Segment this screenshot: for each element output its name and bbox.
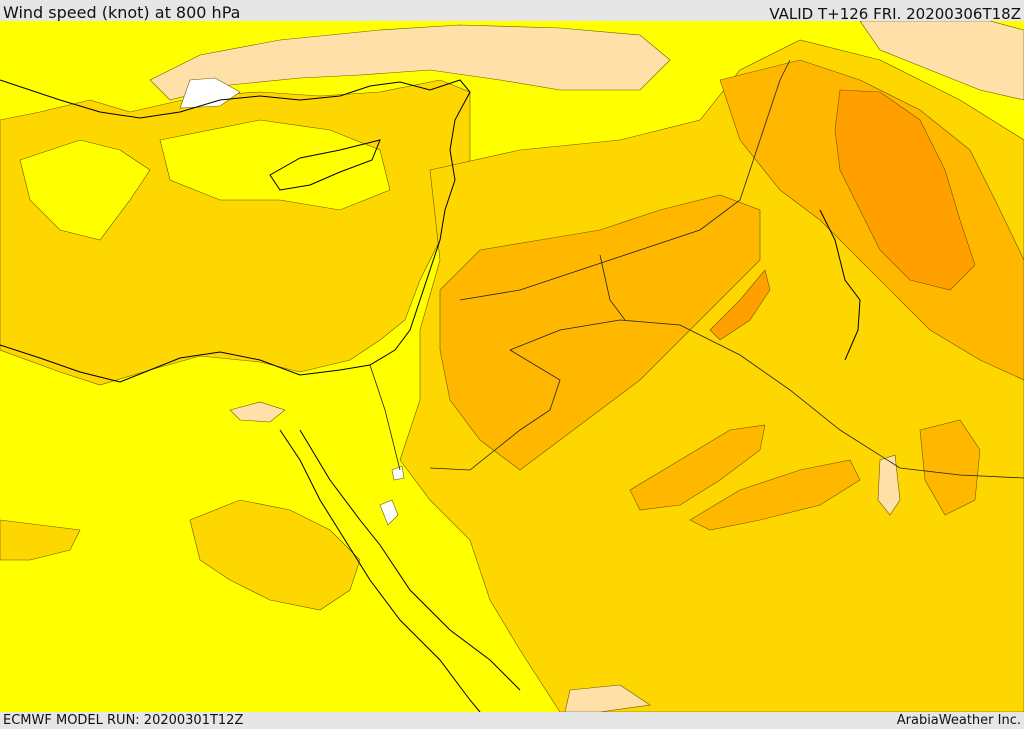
coastline-mediterranean-north [0, 79, 471, 383]
band-high-gulf-patch [919, 419, 981, 516]
band-calm-anatolia [149, 24, 671, 101]
band-mid-libya [0, 519, 81, 561]
coastline-cyprus [269, 139, 381, 191]
credit-label: ArabiaWeather Inc. [896, 713, 1021, 728]
model-run-label: ECMWF MODEL RUN: 20200301T12Z [3, 713, 244, 728]
valid-time: VALID T+126 FRI. 20200306T18Z [769, 5, 1021, 23]
border-iraq-saudi [509, 319, 1024, 479]
band-none-red-sea [379, 499, 399, 526]
band-calm-sinai [229, 401, 286, 423]
wind-speed-map [0, 21, 1024, 712]
band-mid-egypt [189, 499, 361, 611]
border-jordan [429, 254, 626, 471]
border-syria-iraq [459, 59, 791, 301]
map-footer: ECMWF MODEL RUN: 20200301T12Z ArabiaWeat… [0, 712, 1024, 729]
band-low-aegean-patch [19, 139, 151, 241]
band-high-saudi-streak-1 [629, 424, 766, 511]
band-none-jordan [391, 465, 405, 481]
band-none-anatolia [179, 77, 241, 109]
border-egypt [369, 364, 401, 471]
coastline-red-sea [279, 429, 521, 712]
band-calm-gulf [877, 454, 901, 516]
band-low-cyprus-patch [159, 119, 391, 211]
map-canvas [0, 21, 1024, 712]
map-title: Wind speed (knot) at 800 hPa [3, 3, 241, 22]
band-high-levant [439, 194, 761, 471]
band-calm-caucasus [859, 21, 1024, 101]
coastline-gulf [819, 209, 861, 361]
band-calm-south [564, 684, 651, 712]
map-header: Wind speed (knot) at 800 hPa VALID T+126… [0, 0, 1024, 23]
band-high-saudi-streak-2 [689, 459, 861, 531]
band-higher-iran-border [834, 89, 976, 291]
band-higher-iraq-streak [709, 269, 771, 341]
